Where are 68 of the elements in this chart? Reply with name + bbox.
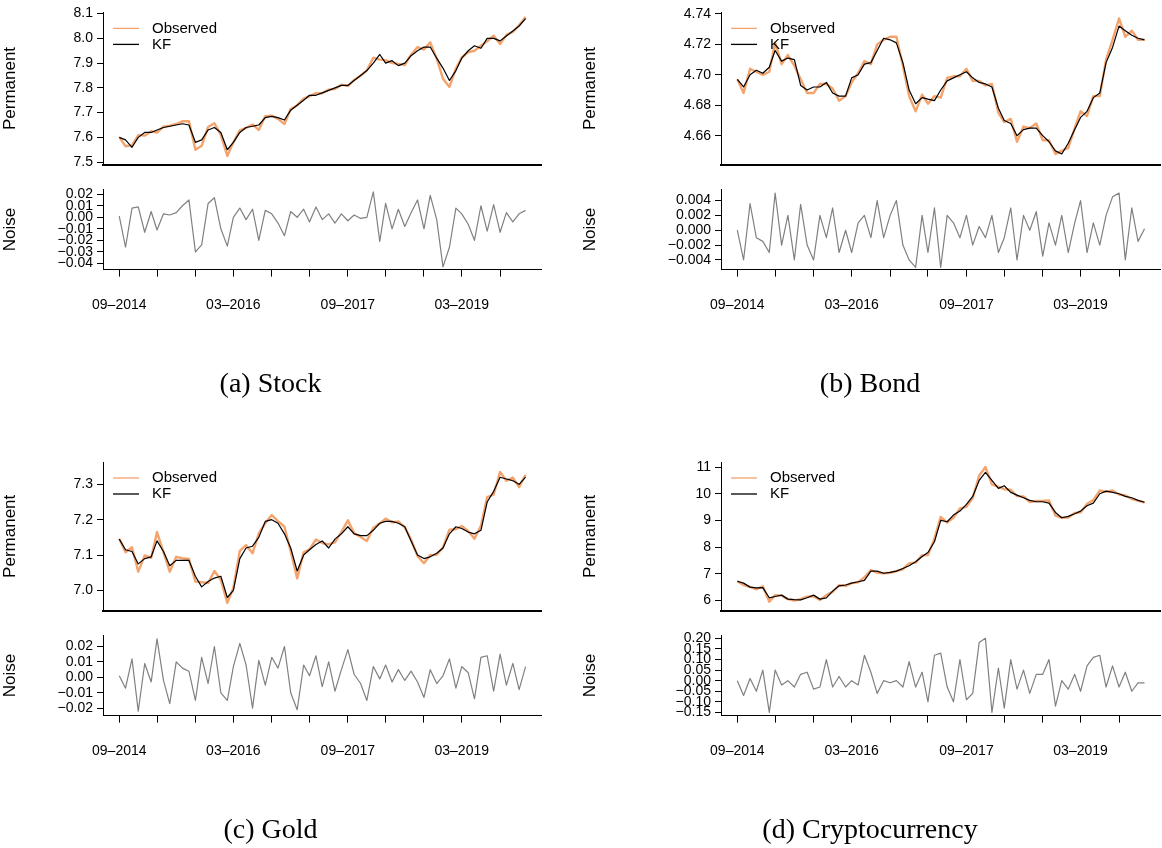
text: (d) Cryptocurrency <box>762 812 978 844</box>
y-tick-label: 4.70 <box>683 65 712 82</box>
y-tick-label: −0.02 <box>57 699 94 716</box>
x-tick-label: 03–2019 <box>434 295 490 312</box>
y-tick-label: 11 <box>696 457 712 474</box>
y-tick-label: 10 <box>695 484 712 501</box>
y-tick-label: 7.1 <box>73 545 94 562</box>
x-tick-label: 09–2017 <box>939 295 994 312</box>
y-axis-title: Permanent <box>579 494 599 578</box>
y-axis-title: Permanent <box>579 46 599 131</box>
legend-label: Observed <box>152 468 218 486</box>
y-axis-title: Noise <box>579 653 599 698</box>
y-tick-label: 8.1 <box>73 4 94 21</box>
x-tick-label: 09–2017 <box>320 295 376 312</box>
y-tick-label: 7.7 <box>73 103 94 120</box>
text: (a) Stock <box>219 366 322 398</box>
y-tick-label: 7.9 <box>73 53 94 70</box>
legend-label: Observed <box>152 18 218 36</box>
y-tick-label: 8.0 <box>73 29 94 46</box>
text: (c) Gold <box>223 812 318 844</box>
y-tick-label: 0.01 <box>65 652 94 669</box>
x-tick-label: 09–2014 <box>710 741 765 758</box>
y-tick-label: 0.004 <box>675 191 712 208</box>
x-tick-label: 03–2019 <box>1053 741 1109 758</box>
y-tick-label: 7.3 <box>73 475 94 492</box>
y-axis-title: Noise <box>0 653 19 698</box>
legend-label: KF <box>152 484 172 502</box>
y-tick-label: 0.02 <box>65 637 94 654</box>
legend-label: Observed <box>770 468 836 486</box>
y-tick-label: 4.72 <box>683 35 712 52</box>
legend-label: KF <box>770 484 790 502</box>
x-tick-label: 03–2016 <box>206 295 261 312</box>
legend-label: KF <box>152 34 172 52</box>
x-tick-label: 03–2019 <box>434 741 490 758</box>
y-tick-label: −0.01 <box>57 683 94 700</box>
x-tick-label: 03–2016 <box>824 741 880 758</box>
y-tick-label: 0.00 <box>65 668 94 685</box>
x-tick-label: 09–2017 <box>939 741 994 758</box>
x-tick-label: 09–2014 <box>92 741 147 758</box>
y-tick-label: 7.6 <box>73 128 94 145</box>
y-tick-label: 4.74 <box>683 4 712 21</box>
text: (b) Bond <box>819 366 921 398</box>
y-tick-label: 9 <box>703 511 712 528</box>
y-tick-label: −0.004 <box>667 250 712 267</box>
legend-label: KF <box>770 34 790 52</box>
y-tick-label: 4.68 <box>683 96 712 113</box>
y-axis-title: Noise <box>0 207 19 252</box>
legend-label: Observed <box>770 18 836 36</box>
y-tick-label: 7.2 <box>73 510 94 527</box>
y-axis-title: Noise <box>579 207 599 252</box>
x-tick-label: 03–2019 <box>1053 295 1109 312</box>
y-tick-label: 7.8 <box>73 78 94 95</box>
y-tick-label: 8 <box>703 537 712 554</box>
y-tick-label: 0.000 <box>675 221 712 238</box>
x-tick-label: 09–2014 <box>710 295 765 312</box>
x-tick-label: 03–2016 <box>824 295 880 312</box>
x-tick-label: 09–2017 <box>320 741 376 758</box>
y-tick-label: 7.0 <box>73 581 94 598</box>
y-tick-label: 7 <box>703 564 712 581</box>
y-tick-label: 7.5 <box>73 152 94 169</box>
y-tick-label: −0.002 <box>667 235 712 252</box>
y-tick-label: 6 <box>703 591 712 608</box>
y-axis-title: Permanent <box>0 494 19 578</box>
y-tick-label: 0.002 <box>675 206 712 223</box>
x-tick-label: 03–2016 <box>206 741 261 758</box>
y-tick-label: 4.66 <box>683 126 712 143</box>
x-tick-label: 09–2014 <box>92 295 147 312</box>
y-axis-title: Permanent <box>0 46 19 131</box>
